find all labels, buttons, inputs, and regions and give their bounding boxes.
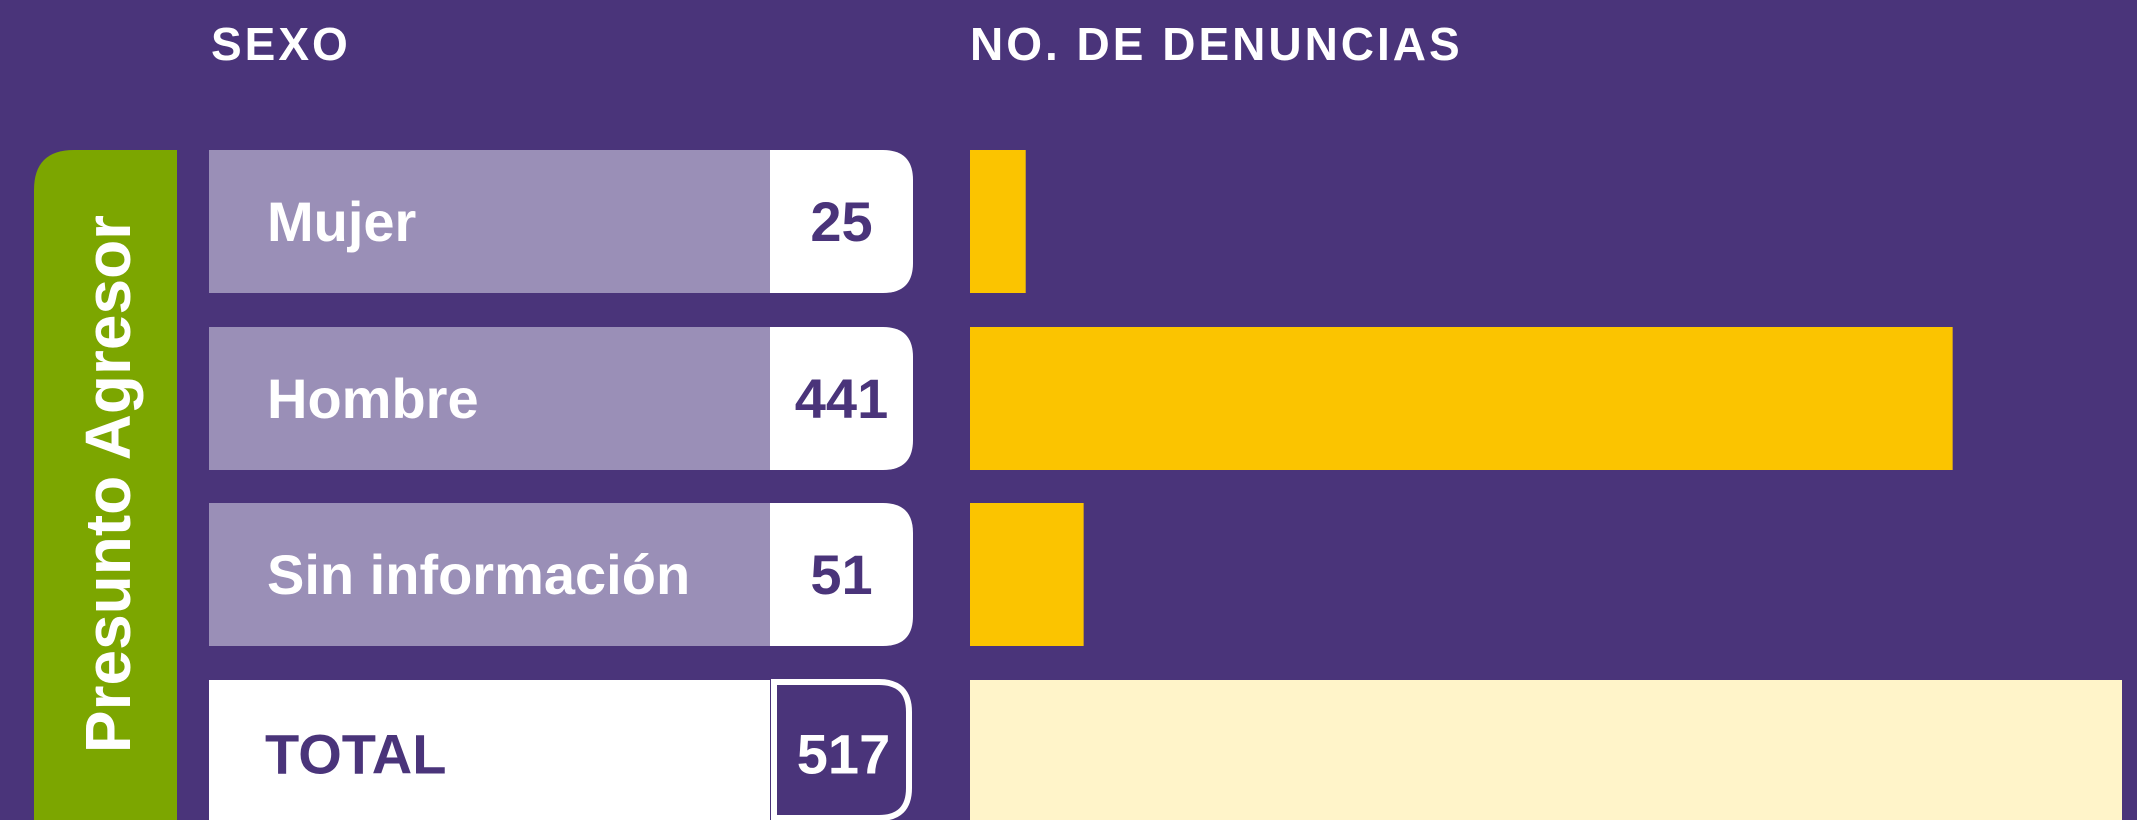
category-label: Mujer xyxy=(267,190,416,253)
column-header: NO. DE DENUNCIAS xyxy=(970,18,1463,70)
total-label-box xyxy=(209,680,770,820)
side-label: Presunto Agresor xyxy=(72,215,144,753)
label-box xyxy=(209,327,770,470)
total-value: 517 xyxy=(797,723,890,786)
bar xyxy=(970,327,1953,470)
total-bar xyxy=(970,680,2122,820)
total-value-box xyxy=(771,679,912,820)
value-label: 441 xyxy=(795,367,888,430)
value-label: 25 xyxy=(810,190,872,253)
side-band xyxy=(34,150,177,820)
bar xyxy=(970,503,1084,646)
value-box xyxy=(770,503,913,646)
value-label: 51 xyxy=(810,543,872,606)
bar xyxy=(970,150,1026,293)
label-box xyxy=(209,503,770,646)
label-box xyxy=(209,150,770,293)
category-label: Hombre xyxy=(267,367,479,430)
value-box xyxy=(770,150,913,293)
column-header: SEXO xyxy=(211,18,351,70)
value-box xyxy=(770,327,913,470)
total-label: TOTAL xyxy=(265,723,446,786)
category-label: Sin información xyxy=(267,543,690,606)
